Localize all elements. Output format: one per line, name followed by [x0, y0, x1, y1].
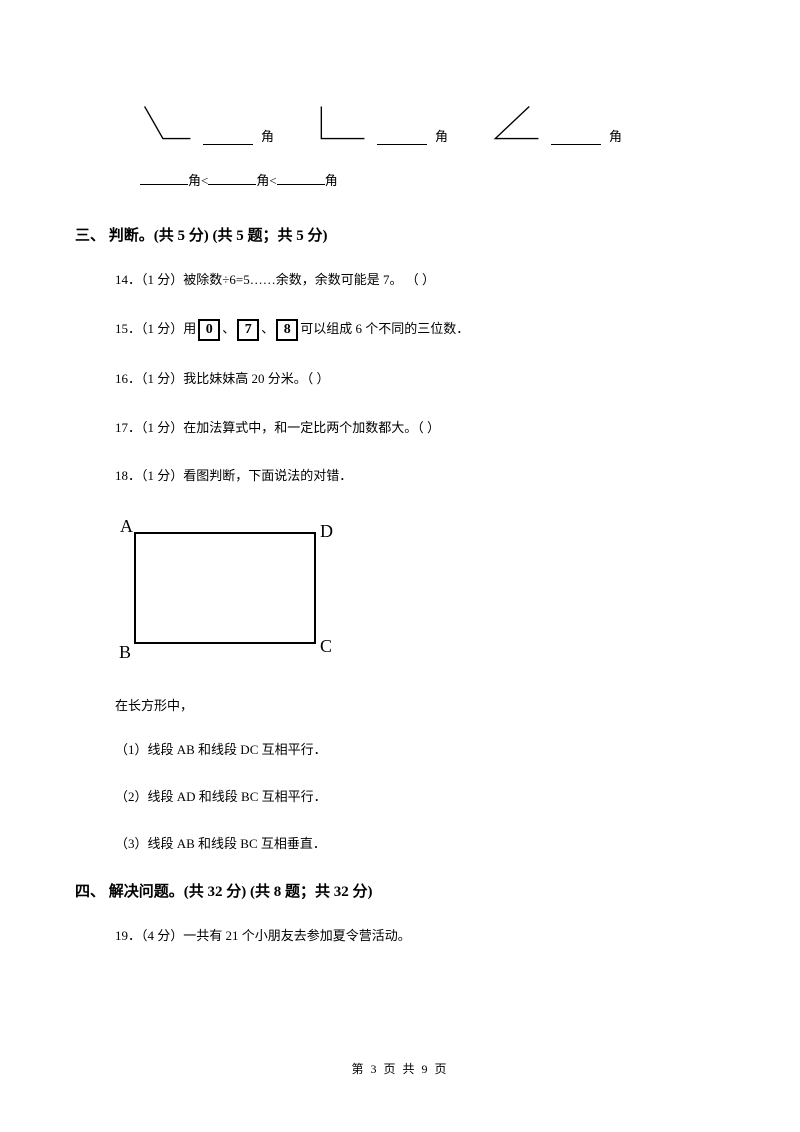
obtuse-angle-icon: [140, 100, 195, 145]
q15-sep2: 、: [261, 319, 274, 340]
sub-question-1: （1）线段 AB 和线段 DC 互相平行．: [115, 739, 725, 758]
blank-compare-2[interactable]: [208, 171, 256, 185]
angle-item-acute: 角: [488, 100, 622, 145]
digit-box-0: 0: [198, 319, 220, 341]
question-15: 15．（1 分）用 0 、 7 、 8 可以组成 6 个不同的三位数．: [115, 319, 725, 341]
angle-item-obtuse: 角: [140, 100, 274, 145]
q15-prefix: 15．（1 分）用: [115, 319, 196, 340]
label-d: D: [320, 521, 333, 541]
blank-angle-2[interactable]: [377, 131, 427, 145]
rectangle-svg: A D B C: [115, 515, 335, 665]
question-18: 18．（1 分）看图判断，下面说法的对错．: [115, 466, 725, 487]
label-b: B: [119, 642, 131, 662]
compare-text-3: 角: [325, 173, 338, 188]
q15-sep1: 、: [222, 319, 235, 340]
blank-angle-1[interactable]: [203, 131, 253, 145]
blank-compare-3[interactable]: [277, 171, 325, 185]
right-angle-icon: [314, 100, 369, 145]
digit-box-7: 7: [237, 319, 259, 341]
angle-item-right: 角: [314, 100, 448, 145]
question-14: 14．（1 分）被除数÷6=5……余数，余数可能是 7。 （ ）: [115, 270, 725, 291]
sub-question-2: （2）线段 AD 和线段 BC 互相平行．: [115, 786, 725, 805]
label-c: C: [320, 636, 332, 656]
page-footer: 第 3 页 共 9 页: [0, 1060, 800, 1077]
rectangle-intro: 在长方形中，: [115, 695, 725, 714]
sub-question-3: （3）线段 AB 和线段 BC 互相垂直．: [115, 833, 725, 852]
angle-label-2: 角: [435, 126, 448, 145]
q15-suffix: 可以组成 6 个不同的三位数．: [300, 319, 469, 340]
blank-angle-3[interactable]: [551, 131, 601, 145]
angle-label-3: 角: [609, 126, 622, 145]
section-4-header: 四、 解决问题。(共 32 分) (共 8 题；共 32 分): [75, 880, 725, 901]
compare-text-1: 角<: [188, 173, 208, 188]
section-3-header: 三、 判断。(共 5 分) (共 5 题；共 5 分): [75, 224, 725, 245]
question-19: 19．（4 分）一共有 21 个小朋友去参加夏令营活动。: [115, 926, 725, 947]
blank-compare-1[interactable]: [140, 171, 188, 185]
compare-text-2: 角<: [256, 173, 276, 188]
angle-compare-row: 角< 角< 角: [140, 170, 725, 189]
rectangle-figure: A D B C: [115, 515, 725, 670]
question-17: 17．（1 分）在加法算式中，和一定比两个加数都大。（ ）: [115, 418, 725, 439]
angle-label-1: 角: [261, 126, 274, 145]
digit-box-8: 8: [276, 319, 298, 341]
angle-diagram-row: 角 角 角: [140, 100, 725, 145]
label-a: A: [120, 516, 133, 536]
acute-angle-icon: [488, 100, 543, 145]
question-16: 16．（1 分）我比妹妹高 20 分米。（ ）: [115, 369, 725, 390]
